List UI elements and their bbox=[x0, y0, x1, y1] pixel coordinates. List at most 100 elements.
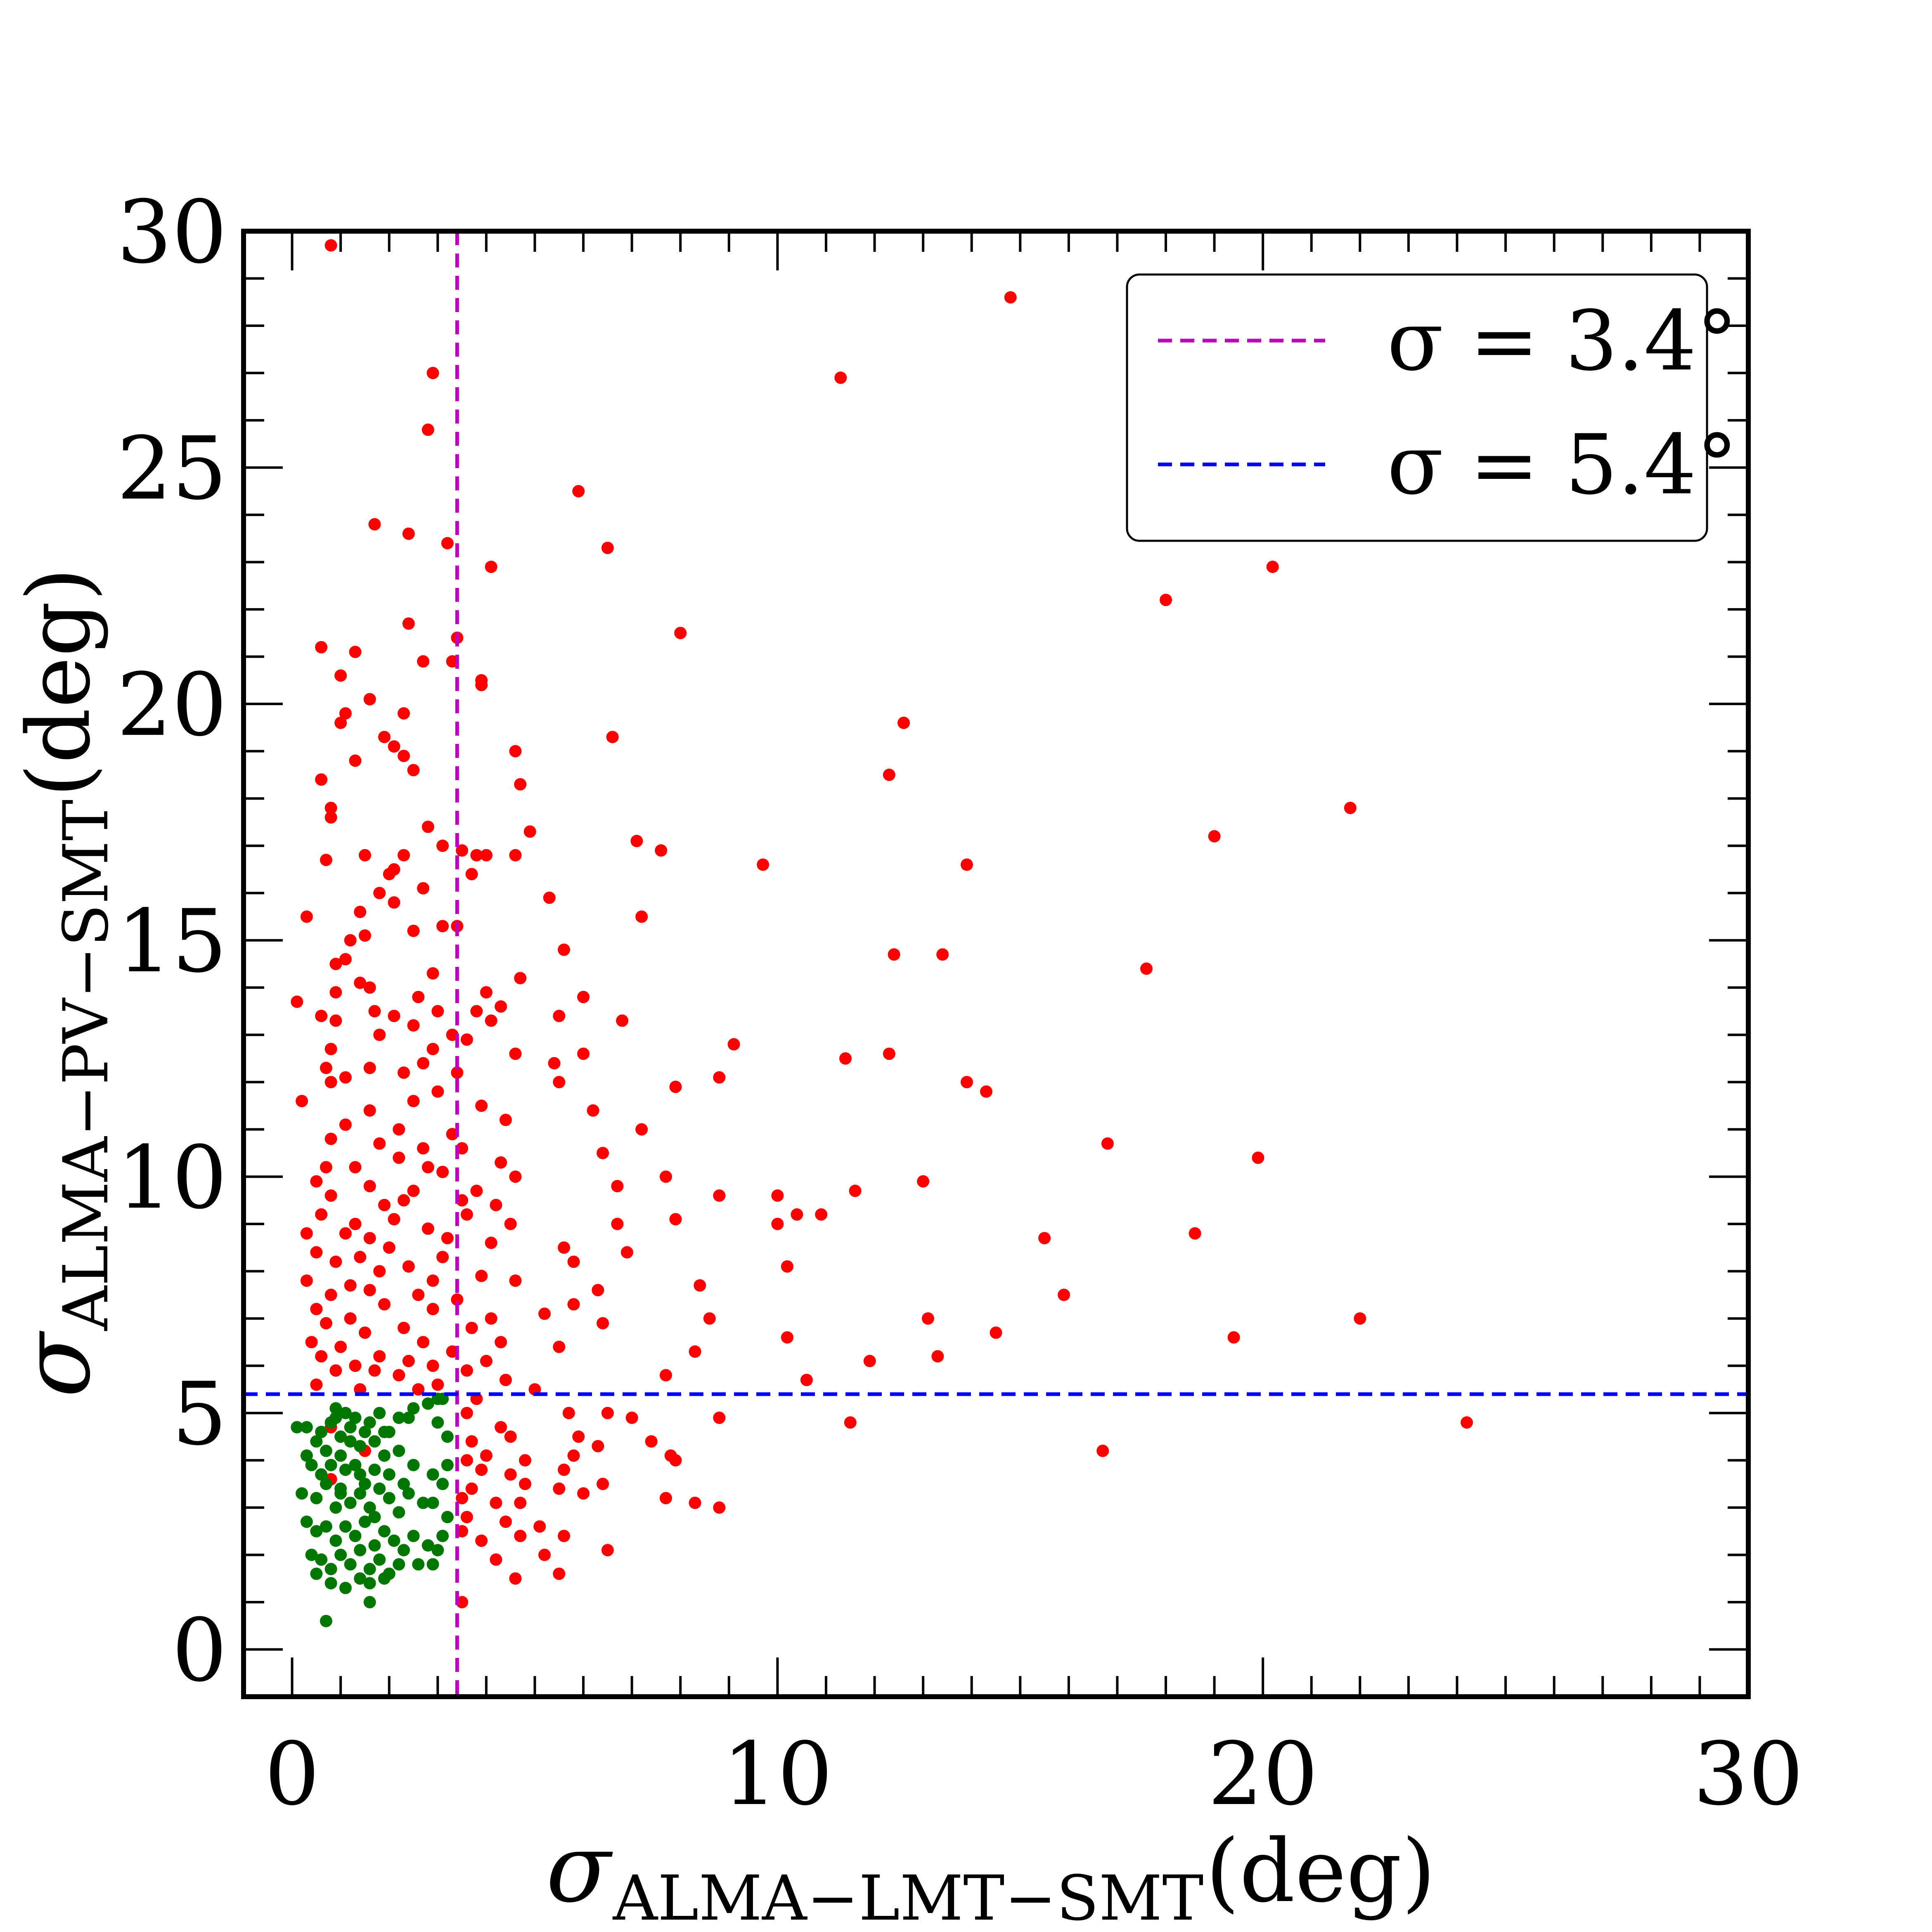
data-point bbox=[373, 1482, 386, 1495]
data-point bbox=[393, 1369, 405, 1382]
data-point bbox=[480, 1354, 492, 1367]
data-point bbox=[363, 1104, 376, 1117]
data-point bbox=[460, 1033, 473, 1046]
y-axis-title: σ ALMA−PV−SMT (deg) bbox=[1, 567, 122, 1397]
data-point bbox=[324, 1577, 337, 1590]
data-point bbox=[344, 1312, 357, 1325]
y-tick-label: 25 bbox=[117, 418, 227, 519]
y-axis-unit: (deg) bbox=[8, 567, 109, 797]
data-point bbox=[363, 1284, 376, 1297]
data-point bbox=[645, 1435, 658, 1448]
data-point bbox=[354, 976, 367, 989]
data-point bbox=[310, 1175, 323, 1188]
data-point bbox=[388, 740, 400, 753]
data-point bbox=[499, 1515, 512, 1528]
data-point bbox=[499, 1373, 512, 1386]
data-point bbox=[460, 1511, 473, 1523]
data-point bbox=[495, 1421, 507, 1434]
data-point bbox=[849, 1184, 862, 1197]
data-point bbox=[315, 1468, 328, 1481]
data-point bbox=[480, 849, 492, 862]
data-point bbox=[713, 1411, 726, 1424]
data-point bbox=[412, 1288, 425, 1301]
data-point bbox=[495, 1156, 507, 1169]
data-point bbox=[577, 1487, 590, 1500]
data-point bbox=[358, 929, 371, 942]
data-point bbox=[436, 920, 449, 933]
data-point bbox=[378, 1449, 391, 1462]
data-point bbox=[460, 1364, 473, 1377]
data-point bbox=[669, 1454, 682, 1467]
data-point bbox=[538, 1307, 551, 1320]
data-point bbox=[519, 1454, 531, 1467]
data-point bbox=[349, 1458, 362, 1471]
data-point bbox=[344, 1496, 357, 1509]
data-point bbox=[324, 802, 337, 814]
data-point bbox=[616, 1014, 629, 1027]
data-point bbox=[334, 716, 347, 729]
data-point bbox=[344, 1558, 357, 1571]
data-point bbox=[354, 1251, 367, 1263]
data-point bbox=[475, 1269, 488, 1282]
data-point bbox=[339, 1463, 352, 1476]
data-point bbox=[358, 1515, 371, 1528]
data-point bbox=[315, 773, 328, 786]
data-point bbox=[354, 1440, 367, 1453]
data-point bbox=[421, 423, 434, 436]
data-point bbox=[305, 1458, 318, 1471]
data-point bbox=[324, 1132, 337, 1145]
data-point bbox=[329, 1534, 342, 1547]
legend: σ = 3.4° σ = 5.4° bbox=[1126, 273, 1738, 542]
data-point bbox=[727, 1038, 740, 1051]
data-point bbox=[436, 839, 449, 852]
data-point bbox=[339, 1520, 352, 1533]
data-point bbox=[781, 1331, 793, 1344]
data-point bbox=[315, 1553, 328, 1566]
data-point bbox=[363, 1180, 376, 1193]
data-point bbox=[1101, 1137, 1114, 1150]
data-point bbox=[1038, 1232, 1051, 1245]
data-point bbox=[315, 1208, 328, 1221]
data-point bbox=[402, 527, 415, 540]
data-point bbox=[635, 1123, 648, 1136]
data-point bbox=[339, 1071, 352, 1084]
data-point bbox=[363, 1596, 376, 1608]
data-point bbox=[485, 1236, 497, 1249]
x-tick-label: 0 bbox=[265, 1724, 320, 1825]
data-point bbox=[800, 1373, 813, 1386]
data-point bbox=[625, 1411, 638, 1424]
data-point bbox=[368, 1364, 381, 1377]
data-point bbox=[324, 1189, 337, 1202]
data-point bbox=[417, 1496, 430, 1509]
data-point bbox=[339, 1118, 352, 1131]
y-tick-label: 0 bbox=[172, 1600, 227, 1701]
x-tick-label: 30 bbox=[1693, 1724, 1803, 1825]
data-point bbox=[402, 1487, 415, 1500]
data-point bbox=[485, 561, 497, 573]
data-point bbox=[897, 716, 910, 729]
data-point bbox=[465, 1482, 478, 1495]
data-point bbox=[383, 868, 395, 881]
data-point bbox=[1160, 594, 1172, 606]
y-tick-label: 5 bbox=[172, 1364, 227, 1465]
data-point bbox=[334, 1449, 347, 1462]
data-point bbox=[320, 1061, 332, 1074]
data-point bbox=[339, 707, 352, 720]
data-point bbox=[601, 542, 614, 554]
data-point bbox=[393, 1411, 405, 1424]
data-point bbox=[514, 778, 527, 791]
data-point bbox=[407, 1402, 420, 1415]
data-point bbox=[694, 1279, 706, 1292]
data-point bbox=[553, 1340, 566, 1353]
data-point bbox=[324, 239, 337, 252]
data-point bbox=[373, 1265, 386, 1278]
legend-label-blue: σ = 5.4° bbox=[1387, 417, 1738, 513]
data-point bbox=[315, 641, 328, 653]
data-point bbox=[329, 1255, 342, 1268]
data-point bbox=[407, 1095, 420, 1108]
data-point bbox=[480, 986, 492, 999]
data-point bbox=[417, 1336, 430, 1349]
data-point bbox=[441, 1430, 454, 1443]
data-point bbox=[553, 1076, 566, 1089]
